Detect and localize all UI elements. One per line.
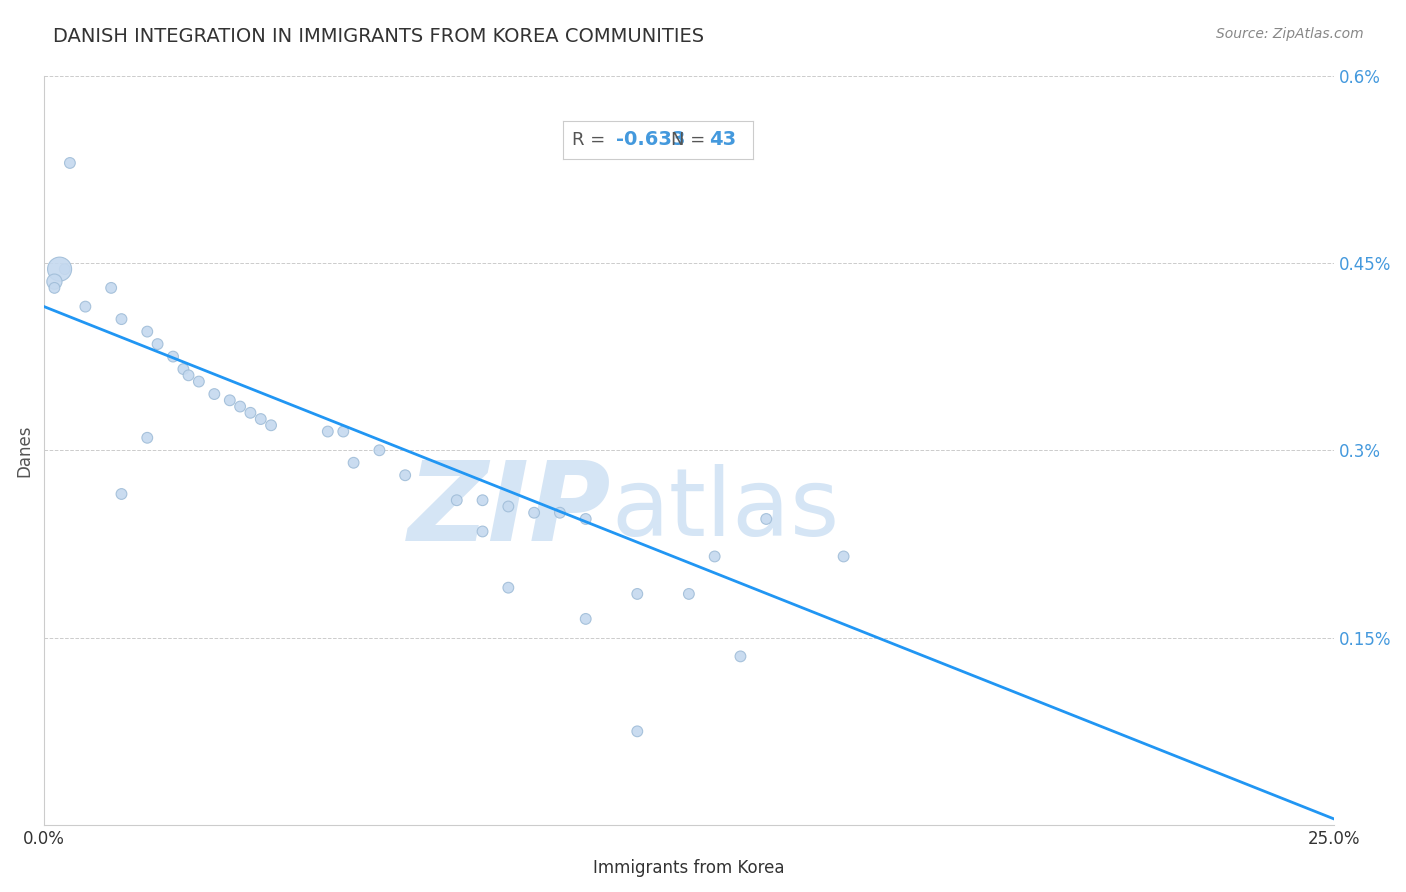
Point [249, 412, 271, 426]
Point [110, 312, 132, 326]
Text: -0.633: -0.633 [616, 130, 685, 149]
Point [730, 649, 752, 664]
Y-axis label: Danes: Danes [15, 424, 32, 476]
Point [75, 300, 97, 314]
Point [187, 375, 209, 389]
Point [703, 549, 725, 564]
Point [136, 325, 159, 339]
Point [229, 400, 252, 414]
Point [260, 418, 283, 433]
Point [471, 524, 494, 539]
Point [44, 275, 66, 289]
Point [162, 350, 184, 364]
Point [146, 337, 169, 351]
Point [218, 393, 240, 408]
Text: R =: R = [572, 130, 612, 149]
Point [100, 281, 122, 295]
Point [575, 612, 598, 626]
Point [48, 262, 70, 277]
Text: 43: 43 [710, 130, 737, 149]
Point [172, 362, 194, 376]
Point [471, 493, 494, 508]
Point [755, 512, 778, 526]
Text: N =: N = [671, 130, 711, 149]
Point [498, 500, 520, 514]
Point [626, 724, 648, 739]
Point [368, 443, 391, 458]
Point [332, 425, 354, 439]
Point [394, 468, 416, 483]
Point [239, 406, 262, 420]
Point [202, 387, 225, 401]
Text: Source: ZipAtlas.com: Source: ZipAtlas.com [1216, 27, 1364, 41]
Point [177, 368, 200, 383]
Point [832, 549, 855, 564]
Point [342, 456, 364, 470]
Point [136, 431, 159, 445]
Point [59, 156, 82, 170]
Point [498, 581, 520, 595]
Point [548, 506, 571, 520]
Point [575, 512, 598, 526]
Point [626, 587, 648, 601]
Point [53, 262, 76, 277]
X-axis label: Immigrants from Korea: Immigrants from Korea [593, 859, 785, 877]
Point [678, 587, 700, 601]
Text: ZIP: ZIP [408, 457, 612, 564]
Text: atlas: atlas [612, 464, 839, 557]
Point [316, 425, 339, 439]
Point [446, 493, 468, 508]
Text: DANISH INTEGRATION IN IMMIGRANTS FROM KOREA COMMUNITIES: DANISH INTEGRATION IN IMMIGRANTS FROM KO… [53, 27, 704, 45]
Point [44, 281, 66, 295]
Point [523, 506, 546, 520]
Point [110, 487, 132, 501]
